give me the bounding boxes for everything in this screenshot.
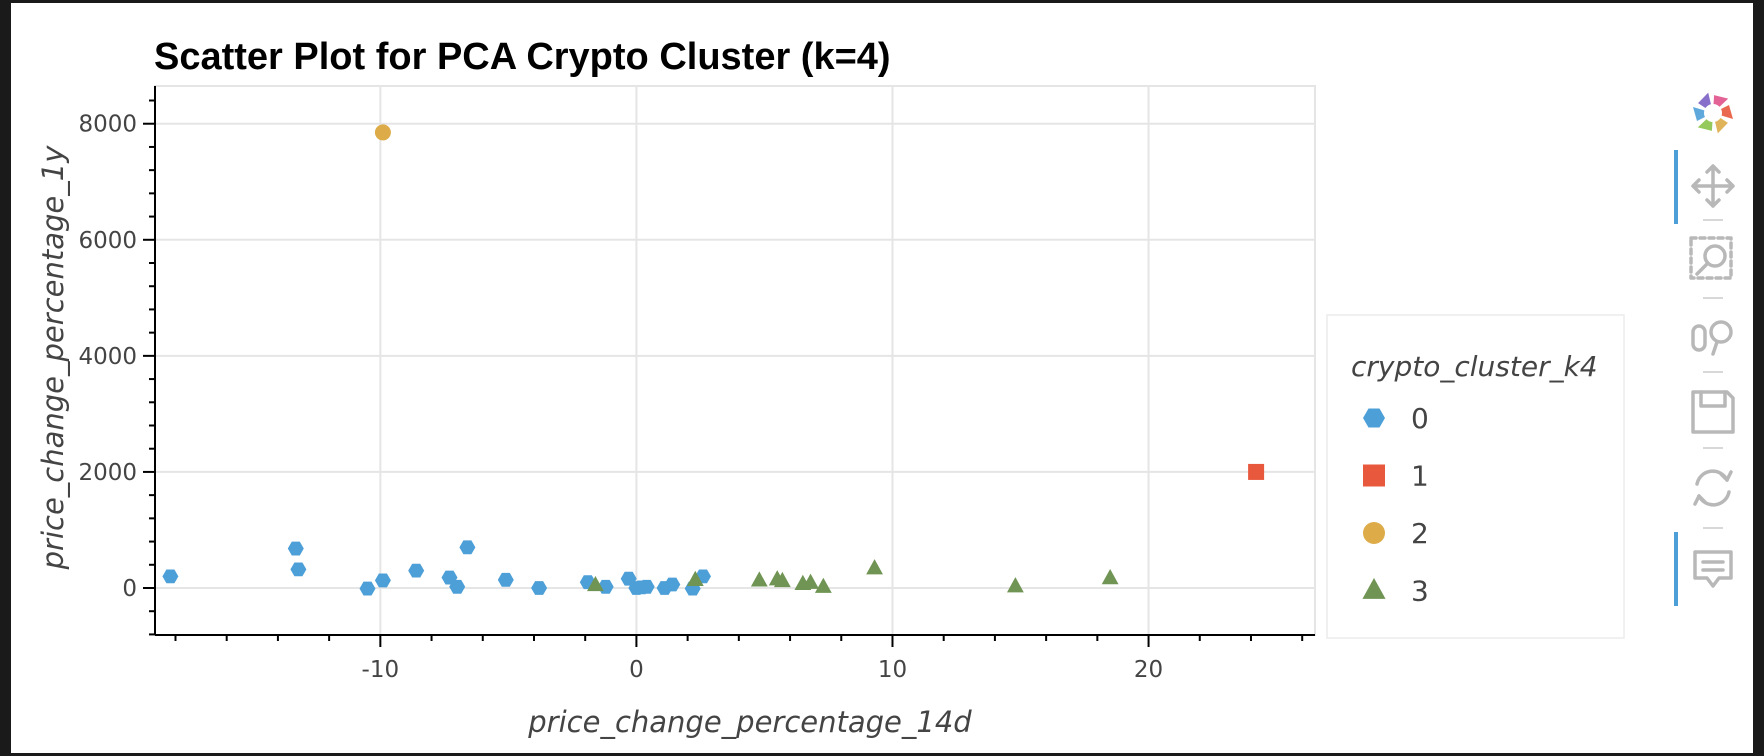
data-point-cluster-3 <box>686 570 704 586</box>
bokeh-logo-icon[interactable] <box>1693 92 1733 135</box>
plot-frame <box>154 85 1316 636</box>
data-point-cluster-0 <box>290 562 307 577</box>
pan-icon[interactable] <box>1674 150 1735 224</box>
logo-petal <box>1713 105 1733 119</box>
legend-label: 2 <box>1411 517 1429 550</box>
y-tick-label: 0 <box>122 576 137 602</box>
y-tick-label: 8000 <box>78 112 137 138</box>
legend-items: 0 1 2 3 <box>1362 402 1429 608</box>
legend-item: 0 <box>1363 402 1429 435</box>
legend-label: 0 <box>1411 402 1429 435</box>
box-zoom-icon[interactable] <box>1689 219 1733 280</box>
data-point-cluster-0 <box>359 581 376 596</box>
y-tick-label: 2000 <box>78 460 137 486</box>
legend-marker <box>1362 577 1386 599</box>
legend-label: 3 <box>1411 575 1429 608</box>
box-glyph <box>1689 236 1733 280</box>
x-tick-label: 20 <box>1134 657 1163 683</box>
data-point-cluster-0 <box>449 579 466 594</box>
wheel-zoom-icon[interactable] <box>1691 297 1733 356</box>
x-axis: -10 0 10 20 <box>155 634 1315 683</box>
legend-title: crypto_cluster_k4 <box>1351 350 1598 383</box>
grid-lines <box>155 86 1315 635</box>
data-point-cluster-3 <box>866 559 883 575</box>
bubble-lines-glyph <box>1701 560 1725 572</box>
data-point-cluster-1 <box>1248 463 1265 480</box>
legend: crypto_cluster_k4 0 1 2 3 <box>1326 314 1625 639</box>
data-point-cluster-0 <box>531 581 548 595</box>
x-tick-label: 0 <box>629 657 644 683</box>
disk-glyph <box>1691 390 1735 434</box>
data-point-cluster-0 <box>162 569 179 584</box>
hover-icon[interactable] <box>1674 527 1733 606</box>
chart-title: Scatter Plot for PCA Crypto Cluster (k=4… <box>154 36 891 78</box>
y-axis: 0 2000 4000 6000 8000 <box>78 86 156 636</box>
data-point-cluster-3 <box>750 571 768 587</box>
data-points <box>162 124 1265 596</box>
data-point-cluster-3 <box>1006 577 1024 593</box>
y-tick-label: 6000 <box>78 228 137 254</box>
data-point-cluster-0 <box>287 541 304 556</box>
legend-item: 2 <box>1363 517 1429 550</box>
arrowheads-glyph <box>1693 470 1733 506</box>
plot-container: Scatter Plot for PCA Crypto Cluster (k=4… <box>11 3 1753 753</box>
lens-glyph <box>1703 244 1727 268</box>
handle-glyph <box>1711 340 1719 356</box>
data-point-cluster-0 <box>459 540 476 555</box>
wheel-glyph <box>1691 324 1707 352</box>
logo-petal <box>1693 107 1713 121</box>
data-point-cluster-3 <box>802 573 819 589</box>
lens-glyph <box>1709 320 1733 344</box>
legend-item: 1 <box>1363 460 1429 493</box>
reset-icon[interactable] <box>1693 447 1733 507</box>
data-point-cluster-3 <box>1101 569 1119 585</box>
save-icon[interactable] <box>1691 371 1735 434</box>
x-tick-label: 10 <box>878 657 907 683</box>
legend-label: 1 <box>1411 460 1429 493</box>
data-point-cluster-2 <box>374 124 391 141</box>
data-point-cluster-3 <box>814 577 832 593</box>
toolbar <box>1674 92 1735 606</box>
data-point-cluster-3 <box>773 571 791 588</box>
disk-slot-glyph <box>1699 390 1727 408</box>
data-point-cluster-0 <box>664 577 681 592</box>
data-point-cluster-3 <box>587 575 604 592</box>
y-tick-label: 4000 <box>78 344 137 370</box>
data-point-cluster-0 <box>497 572 514 587</box>
pan-glyph <box>1691 164 1735 208</box>
plot-area <box>154 85 1316 636</box>
legend-item: 3 <box>1362 575 1429 608</box>
legend-marker <box>1363 464 1385 487</box>
active-indicator <box>1674 150 1678 224</box>
scatter-chart: Scatter Plot for PCA Crypto Cluster (k=4… <box>36 36 1735 739</box>
legend-marker <box>1363 408 1385 428</box>
data-point-cluster-0 <box>638 579 655 594</box>
active-indicator <box>1674 532 1678 606</box>
x-axis-label: price_change_percentage_14d <box>527 705 972 739</box>
y-axis-label: price_change_percentage_1y <box>36 145 70 571</box>
handle-glyph <box>1695 262 1709 276</box>
logo-center <box>1704 104 1722 122</box>
legend-marker <box>1363 522 1385 544</box>
x-tick-label: -10 <box>362 657 400 683</box>
data-point-cluster-0 <box>408 563 425 578</box>
data-point-cluster-0 <box>374 573 391 588</box>
bubble-glyph <box>1693 550 1733 588</box>
